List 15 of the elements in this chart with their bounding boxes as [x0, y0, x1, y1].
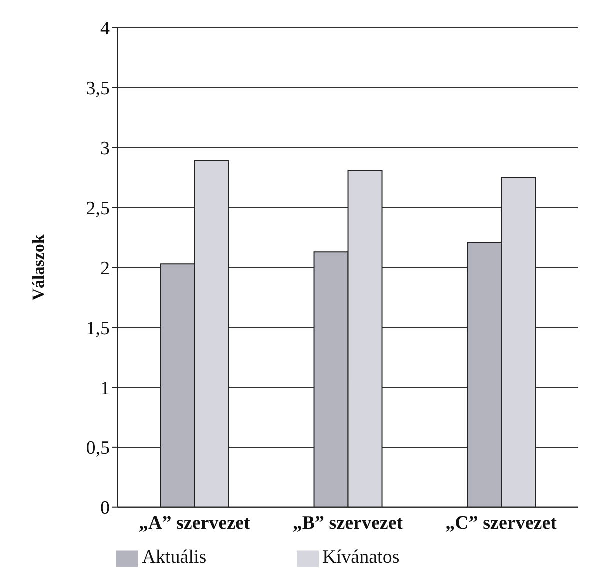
x-tick-label: „C” szervezet	[446, 512, 558, 534]
y-tick-label: 2,5	[86, 198, 110, 220]
legend-label: Kívánatos	[322, 547, 400, 568]
y-tick-label: 2	[100, 258, 110, 280]
y-tick-label: 4	[100, 18, 110, 40]
y-tick-label: 3	[100, 138, 110, 160]
y-tick-label: 3,5	[86, 78, 110, 100]
y-tick-label: 0,5	[86, 438, 110, 460]
y-tick-label: 1	[100, 378, 110, 400]
x-tick-label: „B” szervezet	[292, 512, 404, 534]
legend-label: Aktuális	[142, 547, 207, 568]
y-axis-title: Válaszok	[29, 234, 48, 301]
x-tick-label: „A” szervezet	[139, 512, 251, 534]
y-tick-label: 0	[100, 498, 110, 520]
y-tick-label: 1,5	[86, 318, 110, 340]
